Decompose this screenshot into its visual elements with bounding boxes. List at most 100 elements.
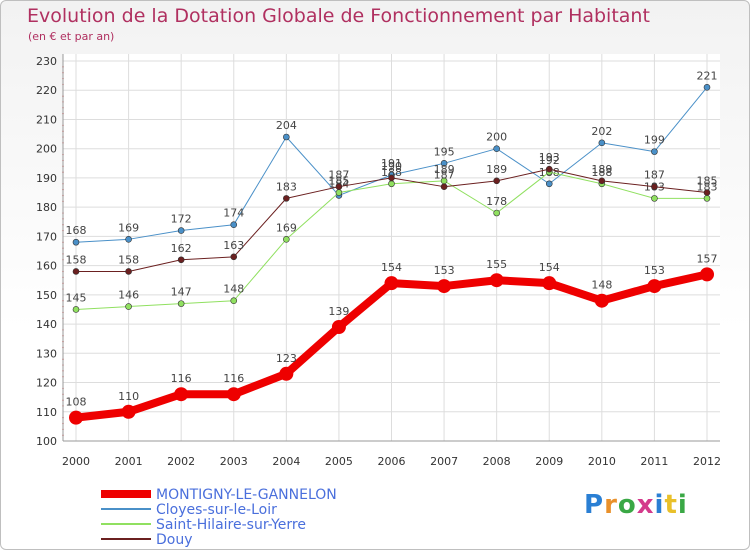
y-tick-label: 230 [36,55,57,68]
data-point [388,180,395,188]
x-tick-label: 2009 [535,455,563,468]
data-point [545,180,553,188]
data-label: 188 [381,166,402,179]
data-label: 162 [171,242,192,255]
data-point [72,306,80,313]
legend-label: Cloyes-sur-le-Loir [156,502,277,518]
data-label: 168 [66,224,87,237]
y-tick-label: 140 [36,318,57,331]
data-point [283,195,290,202]
data-label: 185 [328,175,349,188]
data-point [283,133,290,141]
legend-item: Saint-Hilaire-sur-Yerre [101,517,306,533]
data-label: 154 [381,261,402,274]
legend-item: MONTIGNY-LE-GANNELON [101,487,337,503]
y-tick-label: 160 [36,260,57,273]
data-label: 157 [697,252,718,265]
data-point [177,300,185,307]
x-tick-label: 2000 [62,455,90,468]
x-tick-label: 2004 [272,455,300,468]
y-tick-label: 210 [36,113,57,126]
y-tick-label: 100 [36,435,57,448]
data-label: 192 [539,154,560,167]
data-point [72,238,80,246]
data-label: 221 [697,69,718,82]
data-label: 188 [591,166,612,179]
data-point [125,303,132,310]
data-label: 187 [644,169,665,182]
y-tick-label: 190 [36,172,57,185]
data-label: 155 [486,258,507,271]
data-label: 146 [118,289,139,302]
data-label: 200 [486,131,507,144]
data-label: 185 [697,175,718,188]
data-label: 204 [276,119,297,132]
data-point [437,279,452,294]
logo-letter: o [617,490,637,520]
data-label: 178 [486,195,507,208]
data-label: 199 [644,134,665,147]
y-tick-label: 180 [36,201,57,214]
x-tick-label: 2011 [640,455,668,468]
y-tick-label: 200 [36,143,57,156]
y-tick-label: 130 [36,347,57,360]
data-label: 183 [697,180,718,193]
data-label: 163 [223,239,244,252]
legend-label: Douy [156,532,193,548]
data-label: 191 [381,157,402,170]
data-point [440,160,448,167]
data-label: 158 [118,253,139,266]
data-point [331,320,346,334]
data-point [388,174,395,182]
data-point [174,387,189,402]
data-point [72,268,80,275]
data-point [125,268,132,275]
y-tick-label: 170 [36,230,57,243]
data-point [651,183,658,190]
data-label: 123 [276,352,297,365]
data-point [493,209,500,217]
data-label: 174 [223,207,244,220]
data-label: 108 [66,396,87,409]
data-label: 153 [434,264,455,277]
data-point [703,189,711,196]
data-label: 187 [434,169,455,182]
x-tick-label: 2002 [167,455,195,468]
data-point [489,273,504,288]
x-tick-label: 2007 [430,455,458,468]
logo-letter: t [664,490,678,520]
data-point [384,276,399,291]
x-tick-label: 2010 [588,455,616,468]
data-label: 195 [434,145,455,158]
data-label: 147 [171,286,192,299]
x-tick-label: 2008 [483,455,511,468]
data-point [594,293,609,308]
legend-label: Saint-Hilaire-sur-Yerre [156,517,306,533]
data-point [69,410,83,425]
data-label: 193 [539,151,560,164]
data-point [493,177,500,185]
logo-letter: i [677,490,688,520]
data-label: 116 [171,372,192,385]
data-point [440,183,448,190]
data-label: 158 [66,253,87,266]
data-point [647,279,662,294]
data-point [230,297,238,304]
data-point [177,227,185,234]
y-tick-label: 110 [36,406,57,419]
data-point [230,221,238,228]
data-point [545,165,553,173]
data-point [279,366,294,381]
data-label: 189 [434,163,455,176]
data-label: 189 [486,163,507,176]
data-point [283,236,290,243]
logo-letter: r [604,490,618,520]
data-point [125,236,132,243]
data-point [493,145,500,152]
data-label: 169 [276,221,297,234]
data-label: 148 [591,279,612,292]
data-label: 139 [328,305,349,318]
data-point [598,139,606,147]
logo-letter: x [636,490,655,520]
